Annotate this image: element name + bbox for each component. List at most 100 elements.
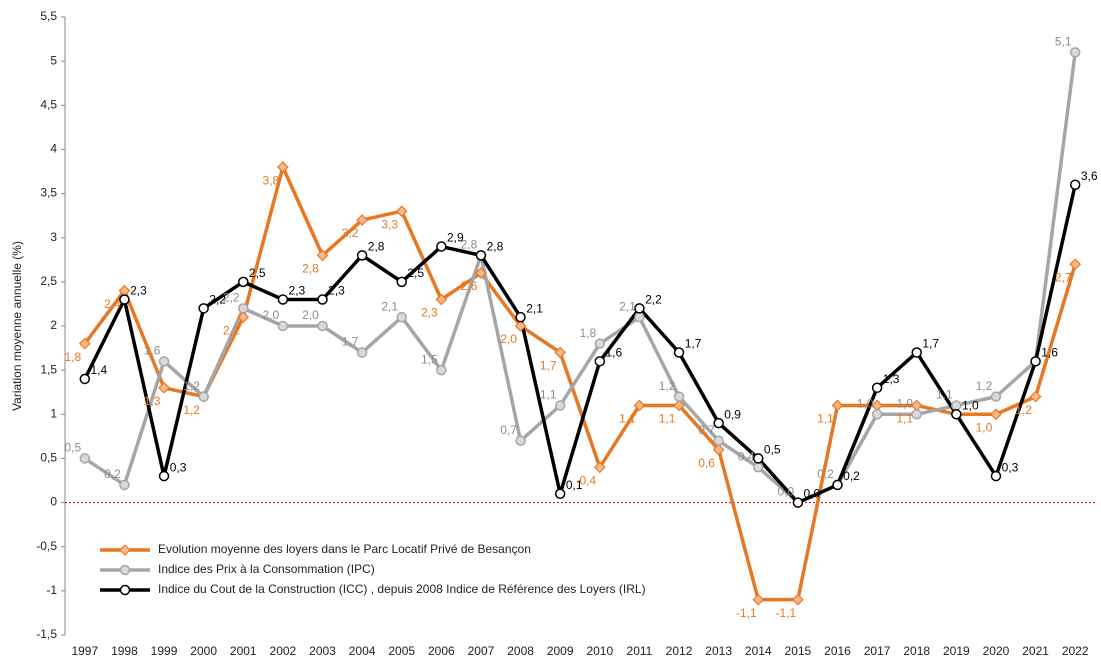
x-tick-label: 2007 <box>468 644 495 658</box>
data-label: 0,2 <box>817 467 834 481</box>
data-label: 2,2 <box>223 291 240 305</box>
marker <box>1029 390 1042 403</box>
x-tick-label: 2014 <box>745 644 772 658</box>
marker <box>554 346 567 359</box>
y-tick-label: 0 <box>50 495 57 509</box>
data-label: 2,1 <box>381 299 398 313</box>
data-label: 1,3 <box>144 394 161 408</box>
legend-marker <box>119 584 131 596</box>
data-label: 1,7 <box>685 337 702 351</box>
x-tick-label: 2010 <box>586 644 613 658</box>
data-label: 1,1 <box>540 388 557 402</box>
data-label: 5,1 <box>1055 34 1072 48</box>
marker <box>515 311 526 323</box>
x-tick-label: 2006 <box>428 644 455 658</box>
y-tick-label: 5 <box>50 53 57 67</box>
marker <box>713 435 724 447</box>
marker <box>554 488 566 499</box>
x-tick-label: 2005 <box>388 644 415 658</box>
data-label: 2,3 <box>421 306 438 320</box>
marker <box>317 294 328 305</box>
data-label: 2,1 <box>526 301 543 315</box>
series-line <box>83 165 1077 602</box>
marker <box>396 311 407 323</box>
marker <box>753 462 764 473</box>
data-label: 2,5 <box>407 266 424 280</box>
data-label: 1,1 <box>817 412 834 426</box>
marker <box>832 479 843 491</box>
data-label: 1,1 <box>896 412 913 426</box>
data-label: 2,2 <box>645 293 662 307</box>
data-label: 2,0 <box>302 308 319 322</box>
marker <box>792 497 804 508</box>
data-label: 0,9 <box>724 407 741 421</box>
marker <box>911 347 922 358</box>
x-tick-label: 2002 <box>270 644 297 658</box>
legend-label: Evolution moyenne des loyers dans le Par… <box>158 542 531 556</box>
data-label: 2,8 <box>368 240 385 254</box>
legend-marker <box>119 564 131 576</box>
data-label: 0,7 <box>500 423 517 437</box>
data-label: 2,3 <box>289 284 306 298</box>
data-label: 2,3 <box>328 284 345 298</box>
marker <box>395 205 408 218</box>
marker <box>515 435 526 447</box>
marker <box>436 364 447 376</box>
data-label: 0,4 <box>738 449 755 463</box>
y-tick-label: 3 <box>50 230 57 244</box>
x-tick-label: 2021 <box>1022 644 1049 658</box>
marker <box>435 293 448 306</box>
marker <box>673 399 685 412</box>
marker <box>396 276 407 288</box>
y-tick-label: 4 <box>50 142 57 156</box>
marker <box>951 400 962 411</box>
x-tick-label: 2012 <box>666 644 693 658</box>
x-tick-label: 2001 <box>230 644 257 658</box>
legend-label: Indice des Prix à la Consommation (IPC) <box>158 562 375 576</box>
data-label: 0,5 <box>64 441 81 455</box>
data-label: 3,3 <box>381 217 398 231</box>
marker <box>871 409 883 420</box>
data-label: 2,0 <box>263 308 280 322</box>
marker <box>1069 179 1081 190</box>
marker <box>990 470 1002 482</box>
marker <box>1069 47 1081 58</box>
marker <box>277 320 289 332</box>
marker <box>158 356 170 367</box>
data-label: 3,2 <box>342 226 359 240</box>
data-label: 1,2 <box>183 379 200 393</box>
marker <box>713 417 724 429</box>
marker <box>594 338 606 349</box>
marker <box>316 249 329 262</box>
marker <box>673 391 685 402</box>
x-tick-label: 2019 <box>943 644 970 658</box>
marker <box>554 400 566 411</box>
y-axis-label: Variation moyenne annuelle (%) <box>10 241 24 411</box>
data-label: 1,0 <box>962 398 979 412</box>
y-tick-label: 1 <box>50 406 57 420</box>
marker <box>752 593 765 606</box>
marker <box>78 337 91 350</box>
data-label: 0,2 <box>104 467 121 481</box>
data-label: 2,5 <box>249 266 266 280</box>
marker <box>593 461 606 474</box>
data-label: 0,6 <box>698 456 715 470</box>
data-label: 1,3 <box>883 372 900 386</box>
marker <box>79 373 91 385</box>
y-tick-label: 2 <box>50 318 57 332</box>
y-tick-label: -0,5 <box>36 539 57 553</box>
data-label: 2,1 <box>223 323 240 337</box>
data-label: 2,3 <box>130 284 147 298</box>
y-tick-label: 0,5 <box>40 451 57 465</box>
series-line <box>83 52 1077 505</box>
data-label: -1,1 <box>736 606 757 620</box>
x-tick-label: 2018 <box>903 644 930 658</box>
data-label: 1,2 <box>659 379 676 393</box>
x-tick-label: 2015 <box>785 644 812 658</box>
marker <box>198 391 209 402</box>
data-label: 3,6 <box>1081 169 1098 183</box>
legend-label: Indice du Cout de la Construction (ICC) … <box>158 582 646 596</box>
marker <box>514 320 527 332</box>
data-label: 0,0 <box>804 487 821 501</box>
